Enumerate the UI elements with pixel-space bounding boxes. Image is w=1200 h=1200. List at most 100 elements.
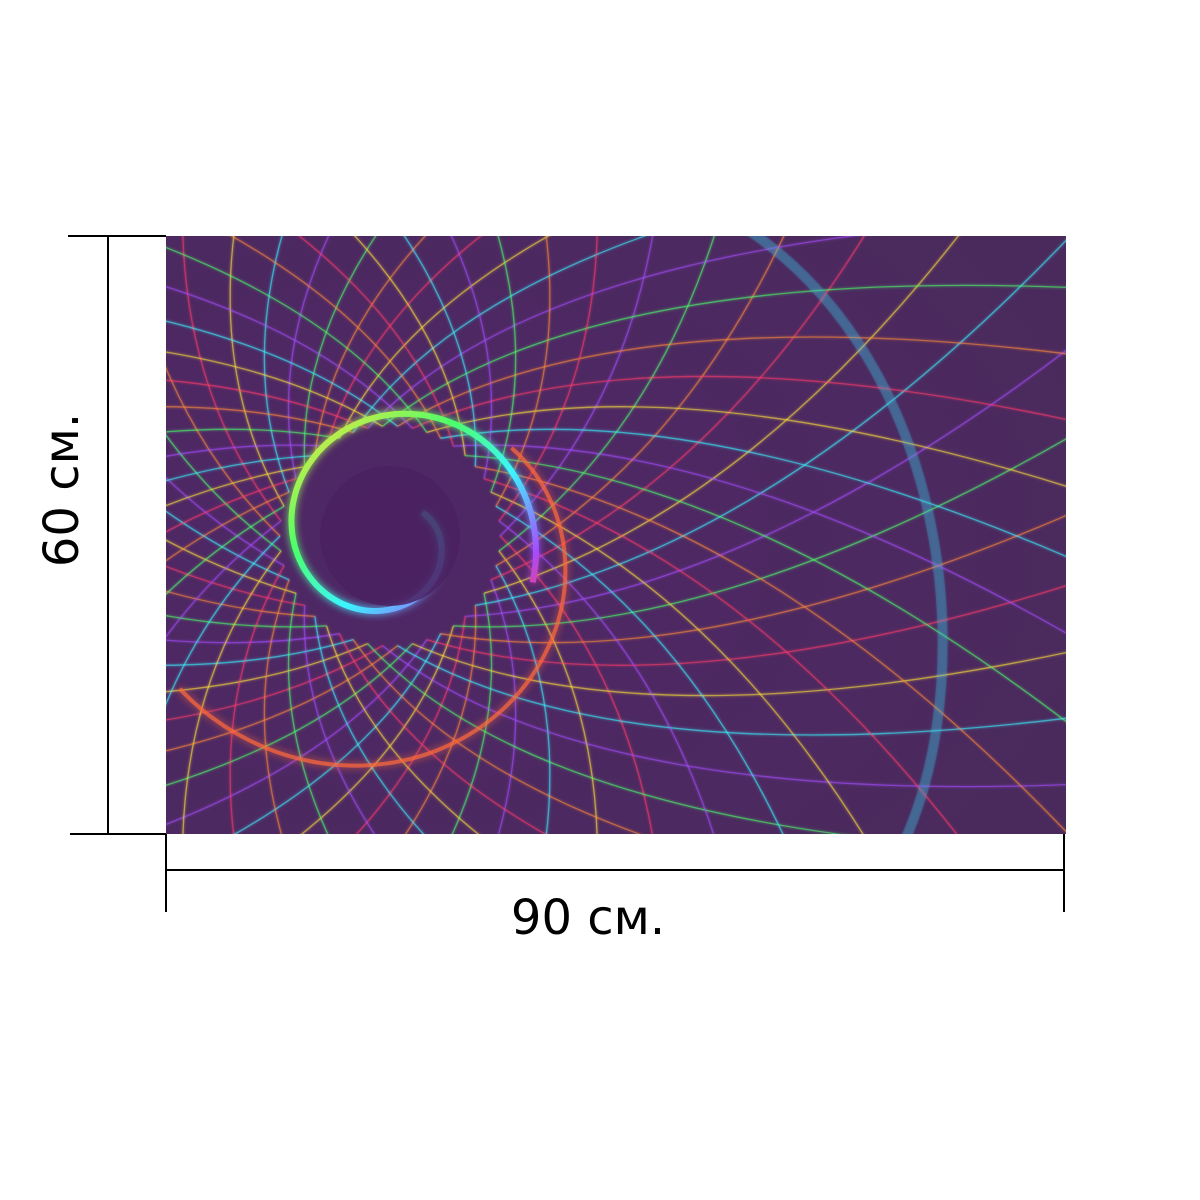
mesh-line <box>166 434 282 552</box>
mesh-line <box>325 236 482 447</box>
mesh-line <box>182 550 282 834</box>
mesh-line <box>300 625 455 834</box>
mesh-line <box>483 478 958 834</box>
mesh-line <box>499 236 654 537</box>
width-label: 90 см. <box>510 890 666 946</box>
artwork-background <box>166 236 1066 834</box>
mesh-line <box>166 535 281 706</box>
mesh-line <box>287 593 329 834</box>
mesh-line <box>303 605 376 834</box>
mesh-line <box>453 444 1066 634</box>
mesh-line <box>233 633 442 834</box>
mesh-line <box>303 236 377 467</box>
mesh-line <box>475 239 1066 607</box>
mesh-line <box>367 236 857 429</box>
height-label: 60 см. <box>34 412 90 568</box>
spiral-mesh-lines <box>166 236 1066 834</box>
mesh-line <box>298 236 455 447</box>
mesh-line <box>166 491 290 562</box>
mesh-line <box>166 633 340 644</box>
spiral-outer-ring <box>178 446 568 768</box>
mesh-line <box>166 505 285 596</box>
mesh-line <box>403 236 477 467</box>
mesh-line <box>453 438 1066 628</box>
mesh-line <box>451 593 493 834</box>
mesh-line <box>166 246 428 433</box>
mesh-line <box>166 320 398 427</box>
mesh-line <box>166 590 315 618</box>
mesh-line <box>166 366 281 537</box>
mesh-line <box>426 585 1066 666</box>
spiral-center <box>320 466 460 606</box>
mesh-line <box>412 375 1066 429</box>
mesh-line <box>166 565 305 607</box>
mesh-line <box>353 236 466 456</box>
neon-spiral-artwork <box>166 236 1066 834</box>
mesh-line <box>499 535 653 834</box>
mesh-line <box>166 476 285 567</box>
mesh-line <box>382 284 1066 427</box>
mesh-line <box>166 638 354 666</box>
mesh-line <box>338 236 550 439</box>
mesh-line <box>498 520 715 834</box>
mesh-line <box>182 236 282 522</box>
width-dimension-line <box>166 869 1065 871</box>
mesh-line <box>287 236 330 479</box>
mesh-line <box>166 351 383 427</box>
mesh-line <box>426 406 1066 487</box>
mesh-line <box>166 639 428 826</box>
mesh-line <box>166 520 282 638</box>
mesh-line <box>166 406 354 434</box>
height-dimension-line <box>107 236 109 834</box>
mesh-line <box>367 643 843 834</box>
mesh-line <box>338 633 547 834</box>
height-bottom-tick <box>70 833 166 835</box>
mesh-line <box>166 379 368 429</box>
mesh-line <box>325 625 480 834</box>
mesh-line <box>397 645 1066 736</box>
mesh-line <box>490 491 864 834</box>
mesh-line <box>495 236 785 567</box>
mesh-line <box>498 236 715 552</box>
mesh-line <box>166 478 297 533</box>
mesh-line <box>498 236 598 522</box>
outer-glow-arc <box>748 236 948 834</box>
mesh-line <box>440 428 1066 558</box>
mesh-line <box>166 539 297 594</box>
mesh-line <box>166 428 340 439</box>
mesh-line <box>230 236 442 439</box>
mesh-line <box>465 349 1066 618</box>
mesh-line <box>450 236 493 479</box>
mesh-line <box>397 336 1066 427</box>
mesh-line <box>263 579 290 834</box>
mesh-line <box>475 465 1066 833</box>
mesh-line <box>404 605 477 834</box>
product-print-image <box>166 236 1066 834</box>
mesh-line <box>490 579 517 834</box>
mesh-line <box>495 505 784 834</box>
width-left-tick <box>165 834 167 912</box>
mesh-line <box>382 645 1066 788</box>
mesh-line <box>483 236 959 594</box>
mesh-line <box>166 645 383 721</box>
mesh-line <box>440 514 1066 644</box>
mesh-line <box>166 286 413 429</box>
mesh-line <box>314 236 427 456</box>
mesh-line <box>412 643 1066 697</box>
mesh-line <box>229 565 285 834</box>
mesh-line <box>166 454 315 482</box>
mesh-line <box>166 645 398 752</box>
mesh-line <box>166 643 368 693</box>
height-top-tick <box>68 235 166 237</box>
width-right-tick <box>1063 834 1065 912</box>
mesh-line <box>465 454 1066 723</box>
mesh-line <box>355 616 466 834</box>
mesh-line <box>352 639 642 834</box>
mesh-line <box>166 615 327 628</box>
mesh-line <box>263 236 290 493</box>
mesh-line <box>490 236 517 493</box>
mesh-line <box>166 465 305 507</box>
mesh-line <box>166 444 327 457</box>
mesh-line <box>166 643 413 786</box>
mesh-line <box>314 616 425 834</box>
